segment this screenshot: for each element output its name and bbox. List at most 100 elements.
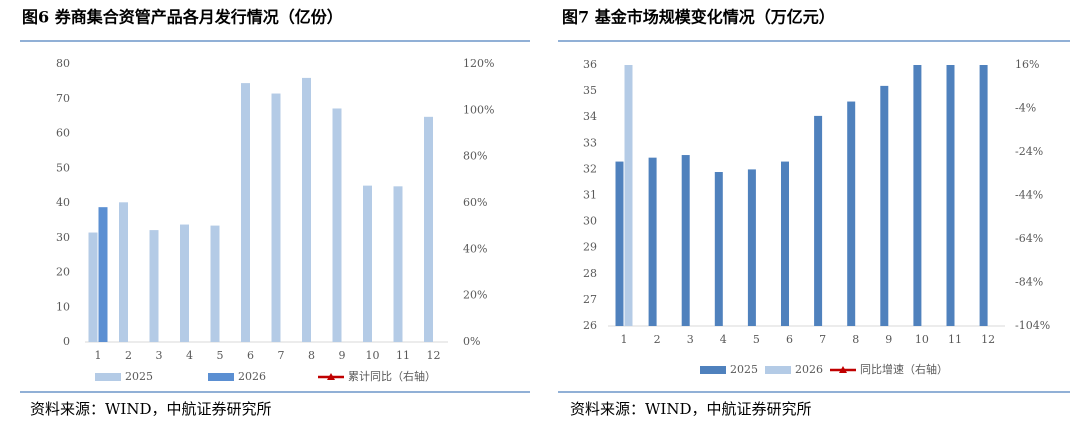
y-tick-label: 27: [583, 293, 597, 306]
bar: [979, 65, 988, 326]
x-tick-label: 9: [339, 349, 346, 362]
y-tick-label: 30: [583, 215, 597, 228]
legend-label: 2025: [730, 363, 758, 376]
x-tick-label: 10: [366, 349, 380, 362]
y2-tick-label: -24%: [1015, 145, 1043, 158]
y-tick-label: 60: [56, 127, 70, 140]
bar: [210, 225, 220, 342]
bar: [781, 161, 789, 326]
y-tick-label: 20: [56, 266, 70, 279]
legend-label: 同比增速（右轴）: [860, 362, 948, 376]
x-tick-label: 7: [819, 333, 826, 346]
y-tick-label: 28: [583, 267, 597, 280]
x-tick-label: 12: [981, 333, 995, 346]
y2-tick-label: 40%: [463, 242, 487, 255]
x-tick-label: 3: [156, 349, 163, 362]
y2-tick-label: -4%: [1015, 102, 1036, 115]
x-tick-label: 2: [654, 333, 661, 346]
y-tick-label: 33: [583, 136, 597, 149]
bar: [681, 155, 690, 326]
bar: [847, 101, 856, 326]
x-tick-label: 4: [720, 333, 727, 346]
bar: [747, 169, 756, 326]
legend-marker: [839, 366, 847, 373]
bar: [424, 116, 433, 342]
x-tick-label: 6: [786, 333, 793, 346]
y-tick-label: 70: [56, 92, 70, 105]
y-tick-label: 34: [583, 110, 597, 123]
x-tick-label: 6: [247, 349, 254, 362]
legend-label: 2026: [795, 363, 823, 376]
bar: [332, 108, 342, 342]
y2-tick-label: -64%: [1015, 232, 1043, 245]
bar: [98, 207, 108, 342]
chart-title: 图7 基金市场规模变化情况（万亿元）: [562, 8, 835, 27]
y-tick-label: 31: [583, 189, 597, 202]
bar: [180, 224, 189, 342]
bar: [241, 83, 250, 343]
y2-tick-label: -84%: [1015, 276, 1043, 289]
legend-label: 2025: [125, 370, 153, 383]
legend-label: 2026: [238, 370, 266, 383]
x-tick-label: 7: [278, 349, 285, 362]
y-tick-label: 40: [56, 196, 70, 209]
y-tick-label: 0: [63, 335, 70, 348]
chart-title: 图6 券商集合资管产品各月发行情况（亿份）: [22, 8, 343, 27]
x-tick-label: 11: [396, 349, 410, 362]
y-tick-label: 29: [583, 241, 597, 254]
y-tick-label: 80: [56, 57, 70, 70]
legend-swatch: [700, 366, 726, 374]
x-tick-label: 11: [948, 333, 962, 346]
y2-tick-label: 60%: [463, 196, 487, 209]
x-tick-label: 8: [308, 349, 315, 362]
y-tick-label: 36: [583, 58, 597, 71]
bar: [88, 232, 98, 342]
x-tick-label: 3: [687, 333, 694, 346]
y-tick-label: 26: [583, 319, 597, 332]
x-tick-label: 1: [621, 333, 628, 346]
y-tick-label: 30: [56, 231, 70, 244]
y2-tick-label: 0%: [463, 335, 480, 348]
x-tick-label: 5: [217, 349, 224, 362]
bar: [913, 65, 922, 326]
bar: [624, 65, 633, 326]
x-tick-label: 5: [753, 333, 760, 346]
y2-tick-label: 100%: [463, 103, 494, 116]
x-tick-label: 8: [852, 333, 859, 346]
source-note: 资料来源：WIND，中航证券研究所: [30, 400, 272, 418]
bar: [119, 202, 128, 342]
legend-swatch: [765, 366, 791, 374]
bar: [271, 93, 281, 342]
x-tick-label: 9: [885, 333, 892, 346]
y-tick-label: 10: [56, 300, 70, 313]
legend-marker: [327, 373, 335, 380]
bar: [302, 77, 311, 343]
legend-swatch: [95, 373, 121, 381]
bar: [814, 115, 823, 327]
bar: [393, 186, 403, 342]
bar: [880, 85, 889, 326]
bar: [363, 185, 372, 342]
y-tick-label: 35: [583, 84, 597, 97]
x-tick-label: 10: [915, 333, 929, 346]
bar: [946, 65, 955, 326]
y2-tick-label: -44%: [1015, 189, 1043, 202]
source-note: 资料来源：WIND，中航证券研究所: [570, 400, 812, 418]
bar: [149, 230, 159, 342]
y2-tick-label: 120%: [463, 57, 494, 70]
x-tick-label: 2: [125, 349, 132, 362]
y2-tick-label: 20%: [463, 289, 487, 302]
x-tick-label: 4: [186, 349, 193, 362]
y-tick-label: 32: [583, 162, 597, 175]
x-tick-label: 1: [95, 349, 102, 362]
y-tick-label: 50: [56, 161, 70, 174]
legend-swatch: [208, 373, 234, 381]
y2-tick-label: 16%: [1015, 58, 1039, 71]
y2-tick-label: -104%: [1015, 319, 1050, 332]
legend-label: 累计同比（右轴）: [348, 369, 436, 383]
bar: [714, 172, 723, 326]
x-tick-label: 12: [427, 349, 441, 362]
bar: [648, 157, 657, 326]
bar: [615, 161, 624, 326]
